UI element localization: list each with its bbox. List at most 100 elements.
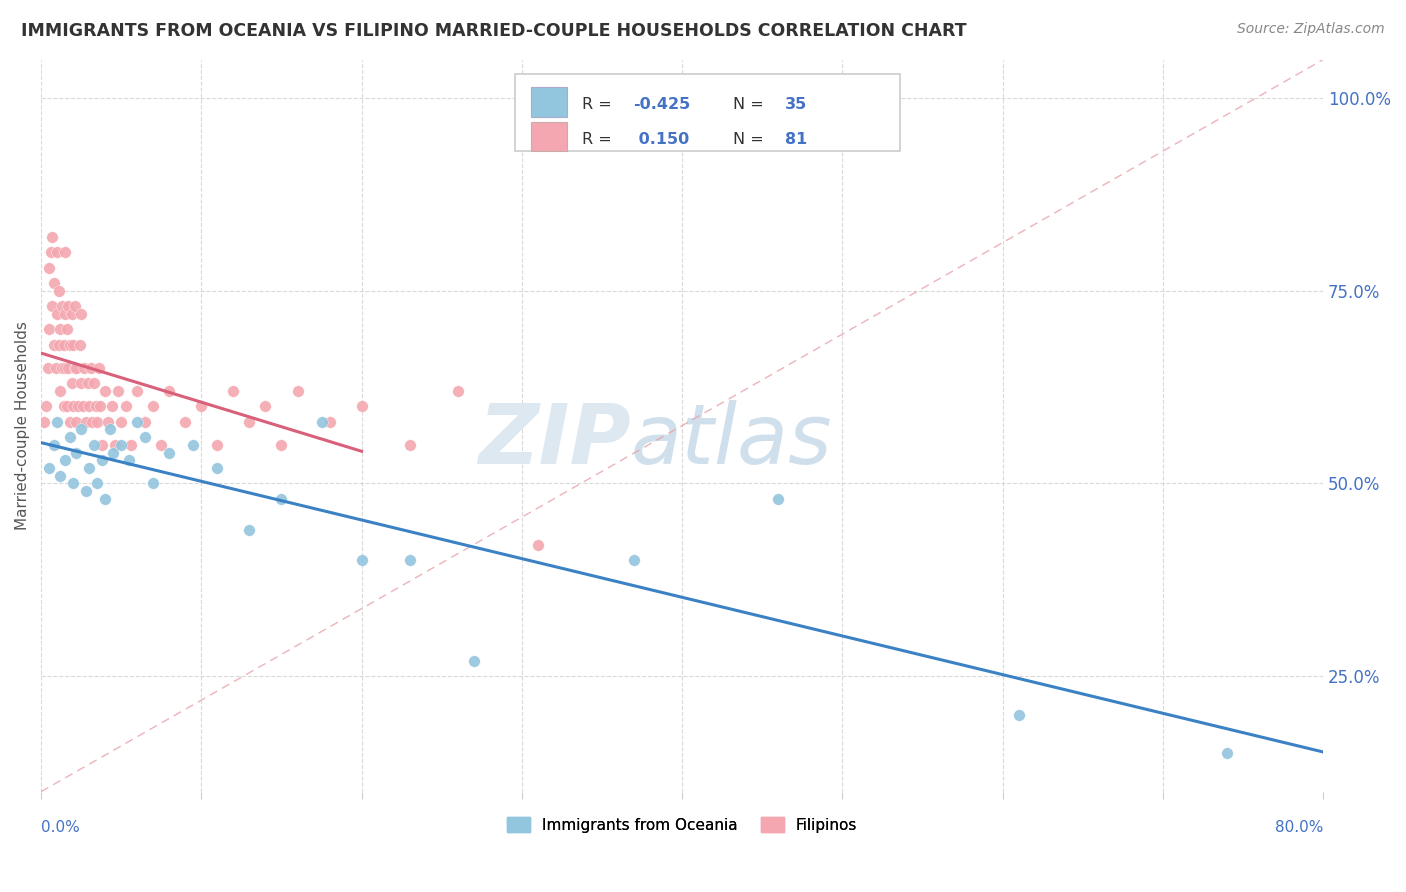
Point <box>463 654 485 668</box>
Point <box>398 553 420 567</box>
Point <box>120 438 142 452</box>
Point <box>118 453 141 467</box>
Point <box>75 484 97 499</box>
Point <box>51 360 73 375</box>
Point <box>34 415 56 429</box>
Point <box>83 438 105 452</box>
Point <box>73 360 96 375</box>
Point <box>37 360 59 375</box>
Point <box>150 438 173 452</box>
Point <box>76 376 98 391</box>
Point <box>66 400 89 414</box>
Point <box>63 299 86 313</box>
Point <box>70 307 93 321</box>
Point <box>44 360 66 375</box>
Point <box>41 230 63 244</box>
Bar <box>531 122 567 152</box>
Point <box>46 307 69 321</box>
Point <box>207 461 229 475</box>
Point <box>127 384 149 398</box>
Bar <box>531 87 567 117</box>
Point <box>70 376 93 391</box>
Point <box>110 415 132 429</box>
Point <box>94 384 117 398</box>
Point <box>39 245 62 260</box>
Point <box>768 491 790 506</box>
Point <box>1008 707 1031 722</box>
Point <box>49 322 72 336</box>
Point <box>77 400 100 414</box>
Point <box>53 245 76 260</box>
Point <box>60 307 83 321</box>
Text: N =: N = <box>734 97 769 112</box>
Point <box>238 415 260 429</box>
Text: R =: R = <box>582 97 617 112</box>
Point <box>59 430 82 444</box>
Point <box>527 538 550 552</box>
Point <box>72 400 94 414</box>
Point <box>65 445 87 459</box>
Point <box>82 415 104 429</box>
Point <box>65 415 87 429</box>
Point <box>63 360 86 375</box>
Point <box>83 376 105 391</box>
Point <box>41 299 63 313</box>
Point <box>398 438 420 452</box>
Point <box>42 438 65 452</box>
Point <box>103 445 125 459</box>
Point <box>318 415 340 429</box>
Point <box>62 337 84 351</box>
Point <box>55 400 77 414</box>
Point <box>62 400 84 414</box>
Point <box>157 384 180 398</box>
Point <box>89 400 111 414</box>
FancyBboxPatch shape <box>516 74 900 151</box>
Point <box>46 245 69 260</box>
Point <box>94 491 117 506</box>
Point <box>254 400 277 414</box>
Text: Source: ZipAtlas.com: Source: ZipAtlas.com <box>1237 22 1385 37</box>
Point <box>48 284 70 298</box>
Point <box>222 384 245 398</box>
Point <box>447 384 470 398</box>
Point <box>311 415 333 429</box>
Text: 0.150: 0.150 <box>634 132 690 147</box>
Text: ZIP: ZIP <box>478 400 631 481</box>
Point <box>38 461 60 475</box>
Point <box>77 461 100 475</box>
Point <box>623 553 645 567</box>
Point <box>1216 746 1239 760</box>
Point <box>62 476 84 491</box>
Point <box>59 337 82 351</box>
Point <box>350 400 373 414</box>
Point <box>38 322 60 336</box>
Point <box>97 415 120 429</box>
Point <box>350 553 373 567</box>
Point <box>157 445 180 459</box>
Point <box>207 438 229 452</box>
Point <box>174 415 197 429</box>
Text: 80.0%: 80.0% <box>1275 820 1323 835</box>
Point <box>98 422 121 436</box>
Point <box>183 438 205 452</box>
Point <box>53 360 76 375</box>
Point <box>238 523 260 537</box>
Point <box>52 400 75 414</box>
Point <box>55 322 77 336</box>
Point <box>86 415 108 429</box>
Point <box>134 430 156 444</box>
Point <box>69 337 91 351</box>
Text: N =: N = <box>734 132 769 147</box>
Legend: Immigrants from Oceania, Filipinos: Immigrants from Oceania, Filipinos <box>501 811 863 838</box>
Point <box>91 453 114 467</box>
Point <box>49 384 72 398</box>
Point <box>270 491 292 506</box>
Text: IMMIGRANTS FROM OCEANIA VS FILIPINO MARRIED-COUPLE HOUSEHOLDS CORRELATION CHART: IMMIGRANTS FROM OCEANIA VS FILIPINO MARR… <box>21 22 967 40</box>
Point <box>35 400 58 414</box>
Point <box>100 400 122 414</box>
Point <box>70 422 93 436</box>
Text: 0.0%: 0.0% <box>41 820 80 835</box>
Point <box>53 453 76 467</box>
Point <box>115 400 138 414</box>
Point <box>110 438 132 452</box>
